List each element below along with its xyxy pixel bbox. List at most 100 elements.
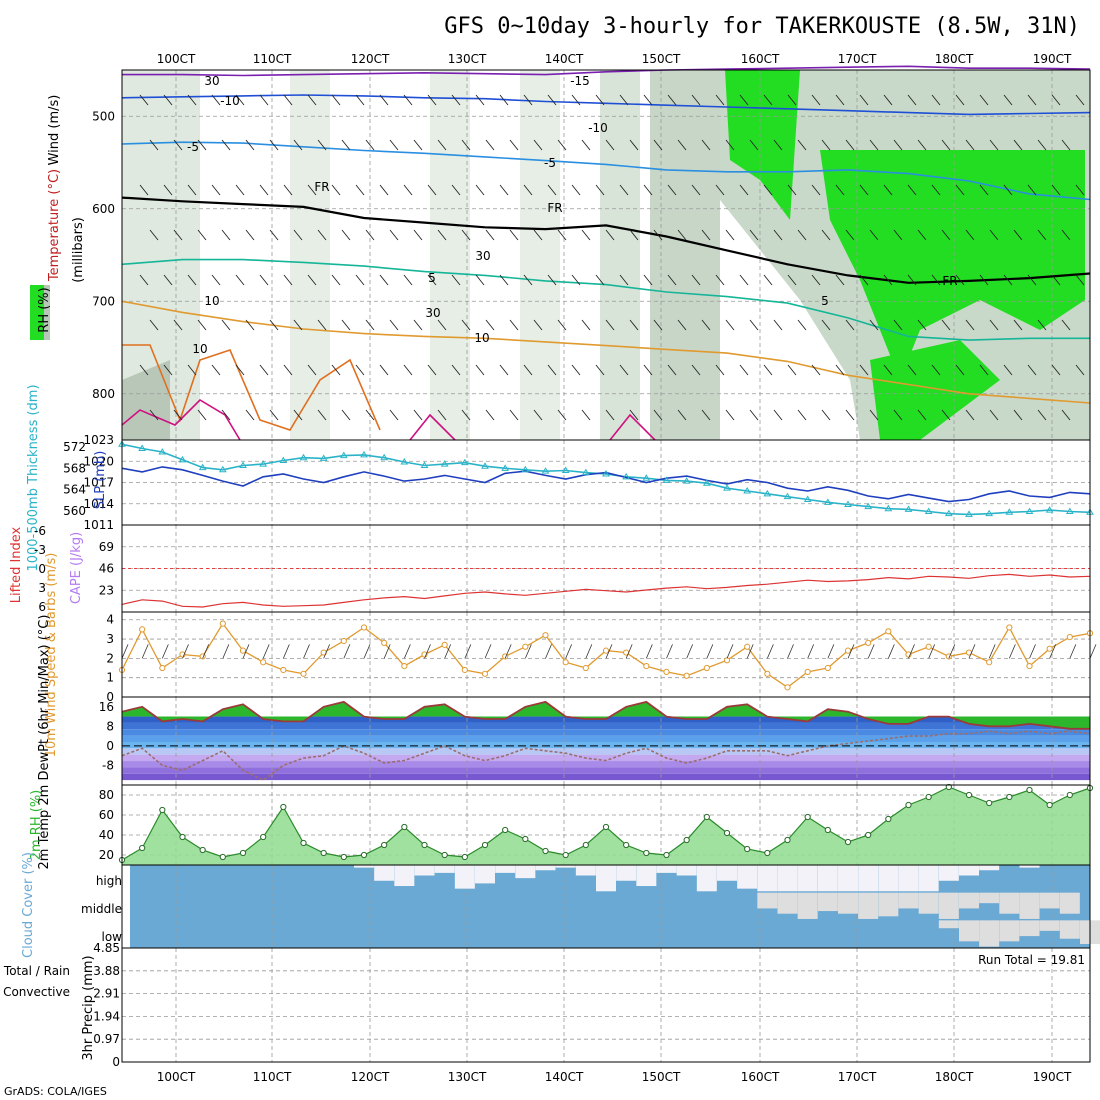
wind-barb bbox=[379, 364, 389, 376]
wind-axis-label: Wind (m/s) bbox=[47, 95, 62, 166]
wind-barb-10m bbox=[424, 644, 431, 659]
temp-color-band bbox=[122, 761, 1090, 768]
li-ytick-1: -3 bbox=[34, 543, 46, 557]
wind-speed-point bbox=[865, 639, 872, 647]
wind-barb bbox=[629, 139, 639, 151]
wind-barb bbox=[883, 184, 893, 196]
cloud-high-bar bbox=[777, 865, 798, 892]
wind-barb bbox=[283, 184, 293, 196]
wind-barb bbox=[139, 184, 149, 196]
wind-barb-10m bbox=[968, 644, 976, 659]
rh2m-ytick-1: 60 bbox=[99, 808, 114, 822]
wind-barb bbox=[1075, 364, 1085, 376]
cloud-high-bar bbox=[938, 865, 959, 881]
wind-barb bbox=[403, 94, 413, 106]
wind-speed-point bbox=[360, 624, 368, 631]
li-ytick-0: -6 bbox=[34, 524, 46, 538]
cloud-high-bar bbox=[495, 865, 516, 873]
cloud-high-bar bbox=[555, 865, 576, 868]
wind-barb bbox=[763, 94, 773, 106]
wind-barb bbox=[941, 229, 951, 241]
thickness-marker bbox=[541, 467, 550, 474]
cloud-high-bar bbox=[414, 865, 435, 876]
wind-barb-10m bbox=[988, 644, 996, 659]
wind-barb bbox=[965, 139, 975, 151]
wind-barb-10m bbox=[726, 644, 734, 659]
x-tick-bottom-8: 180CT bbox=[935, 1070, 974, 1084]
wind-barb bbox=[331, 94, 341, 106]
wind-barb bbox=[691, 274, 701, 286]
wind-barb bbox=[715, 184, 725, 196]
thickness-marker bbox=[1005, 508, 1014, 515]
rh2m-point bbox=[320, 849, 327, 857]
rh2m-point bbox=[179, 833, 186, 841]
wind-barb bbox=[677, 409, 687, 421]
thickness-marker bbox=[1025, 507, 1034, 515]
wind-barb bbox=[571, 364, 581, 376]
wind-barb bbox=[619, 94, 629, 106]
cloud-high-bar bbox=[696, 865, 717, 892]
li-ytick-2: 0 bbox=[38, 562, 46, 576]
rh-band-1 bbox=[290, 70, 330, 440]
wind-barb bbox=[173, 319, 183, 331]
rh2m-point bbox=[945, 783, 952, 791]
x-tick-top-1: 110CT bbox=[253, 52, 292, 66]
x-tick-top-0: 100CT bbox=[157, 52, 196, 66]
wind-barb bbox=[619, 364, 629, 376]
wind-barb bbox=[499, 184, 509, 196]
upper-ytick-1: 600 bbox=[92, 202, 115, 216]
wind-barb bbox=[811, 94, 821, 106]
thickness-marker bbox=[965, 510, 973, 517]
wind-barb bbox=[379, 94, 389, 106]
wind-barb bbox=[893, 229, 903, 241]
wind-barb bbox=[259, 274, 269, 286]
wind-barb bbox=[701, 139, 711, 151]
wind-barb bbox=[1003, 184, 1013, 196]
contour-label-4: -5 bbox=[544, 156, 556, 170]
thickness-marker bbox=[723, 484, 731, 491]
wind-barb bbox=[955, 184, 965, 196]
wind-barb bbox=[979, 94, 989, 106]
wind-barb-10m bbox=[908, 644, 915, 659]
wind-barb bbox=[245, 319, 255, 331]
wind-barb bbox=[1037, 229, 1047, 241]
wind-barb bbox=[653, 319, 663, 331]
li-ytick-3: 3 bbox=[38, 581, 46, 595]
temp-color-band bbox=[122, 722, 1090, 730]
wind-barb bbox=[677, 319, 687, 331]
pressure-axis-label: (millibars) bbox=[71, 217, 86, 283]
thickness-marker bbox=[158, 448, 167, 455]
rh2m-point bbox=[360, 851, 368, 859]
rh2m-point bbox=[1066, 791, 1073, 799]
cloud-middle-bar bbox=[1019, 892, 1040, 919]
rh2m-point bbox=[986, 799, 993, 807]
wind-barb bbox=[965, 319, 975, 331]
wind-barb-10m bbox=[323, 644, 331, 659]
wind-barb-10m bbox=[504, 644, 512, 659]
temp-ytick-0: 16 bbox=[99, 700, 114, 714]
wind-barb bbox=[667, 364, 677, 376]
wind-barb bbox=[547, 274, 557, 286]
wind-barb bbox=[413, 409, 423, 421]
rh2m-point bbox=[421, 841, 428, 849]
wind-barb bbox=[221, 229, 231, 241]
wind-barb bbox=[533, 229, 543, 241]
wind-barb bbox=[389, 409, 399, 421]
wind-barb bbox=[571, 184, 581, 196]
wind-barb bbox=[211, 184, 221, 196]
wind-barb bbox=[163, 364, 173, 376]
wind-barb bbox=[245, 229, 255, 241]
temp-contour-15 bbox=[122, 344, 381, 431]
rh-band-4 bbox=[600, 70, 640, 440]
wind-barb bbox=[667, 274, 677, 286]
wind-barb bbox=[235, 274, 245, 286]
wind-barb bbox=[475, 184, 485, 196]
wind-barb-10m bbox=[787, 644, 794, 659]
wind-barb bbox=[907, 274, 917, 286]
cloud-high-bar bbox=[979, 865, 1000, 871]
temp-color-band bbox=[122, 729, 1090, 736]
wind-speed-point bbox=[441, 641, 448, 648]
wind-barb bbox=[355, 274, 365, 286]
cloud-high-bar bbox=[797, 865, 818, 892]
cloud-high-bar bbox=[878, 865, 899, 892]
